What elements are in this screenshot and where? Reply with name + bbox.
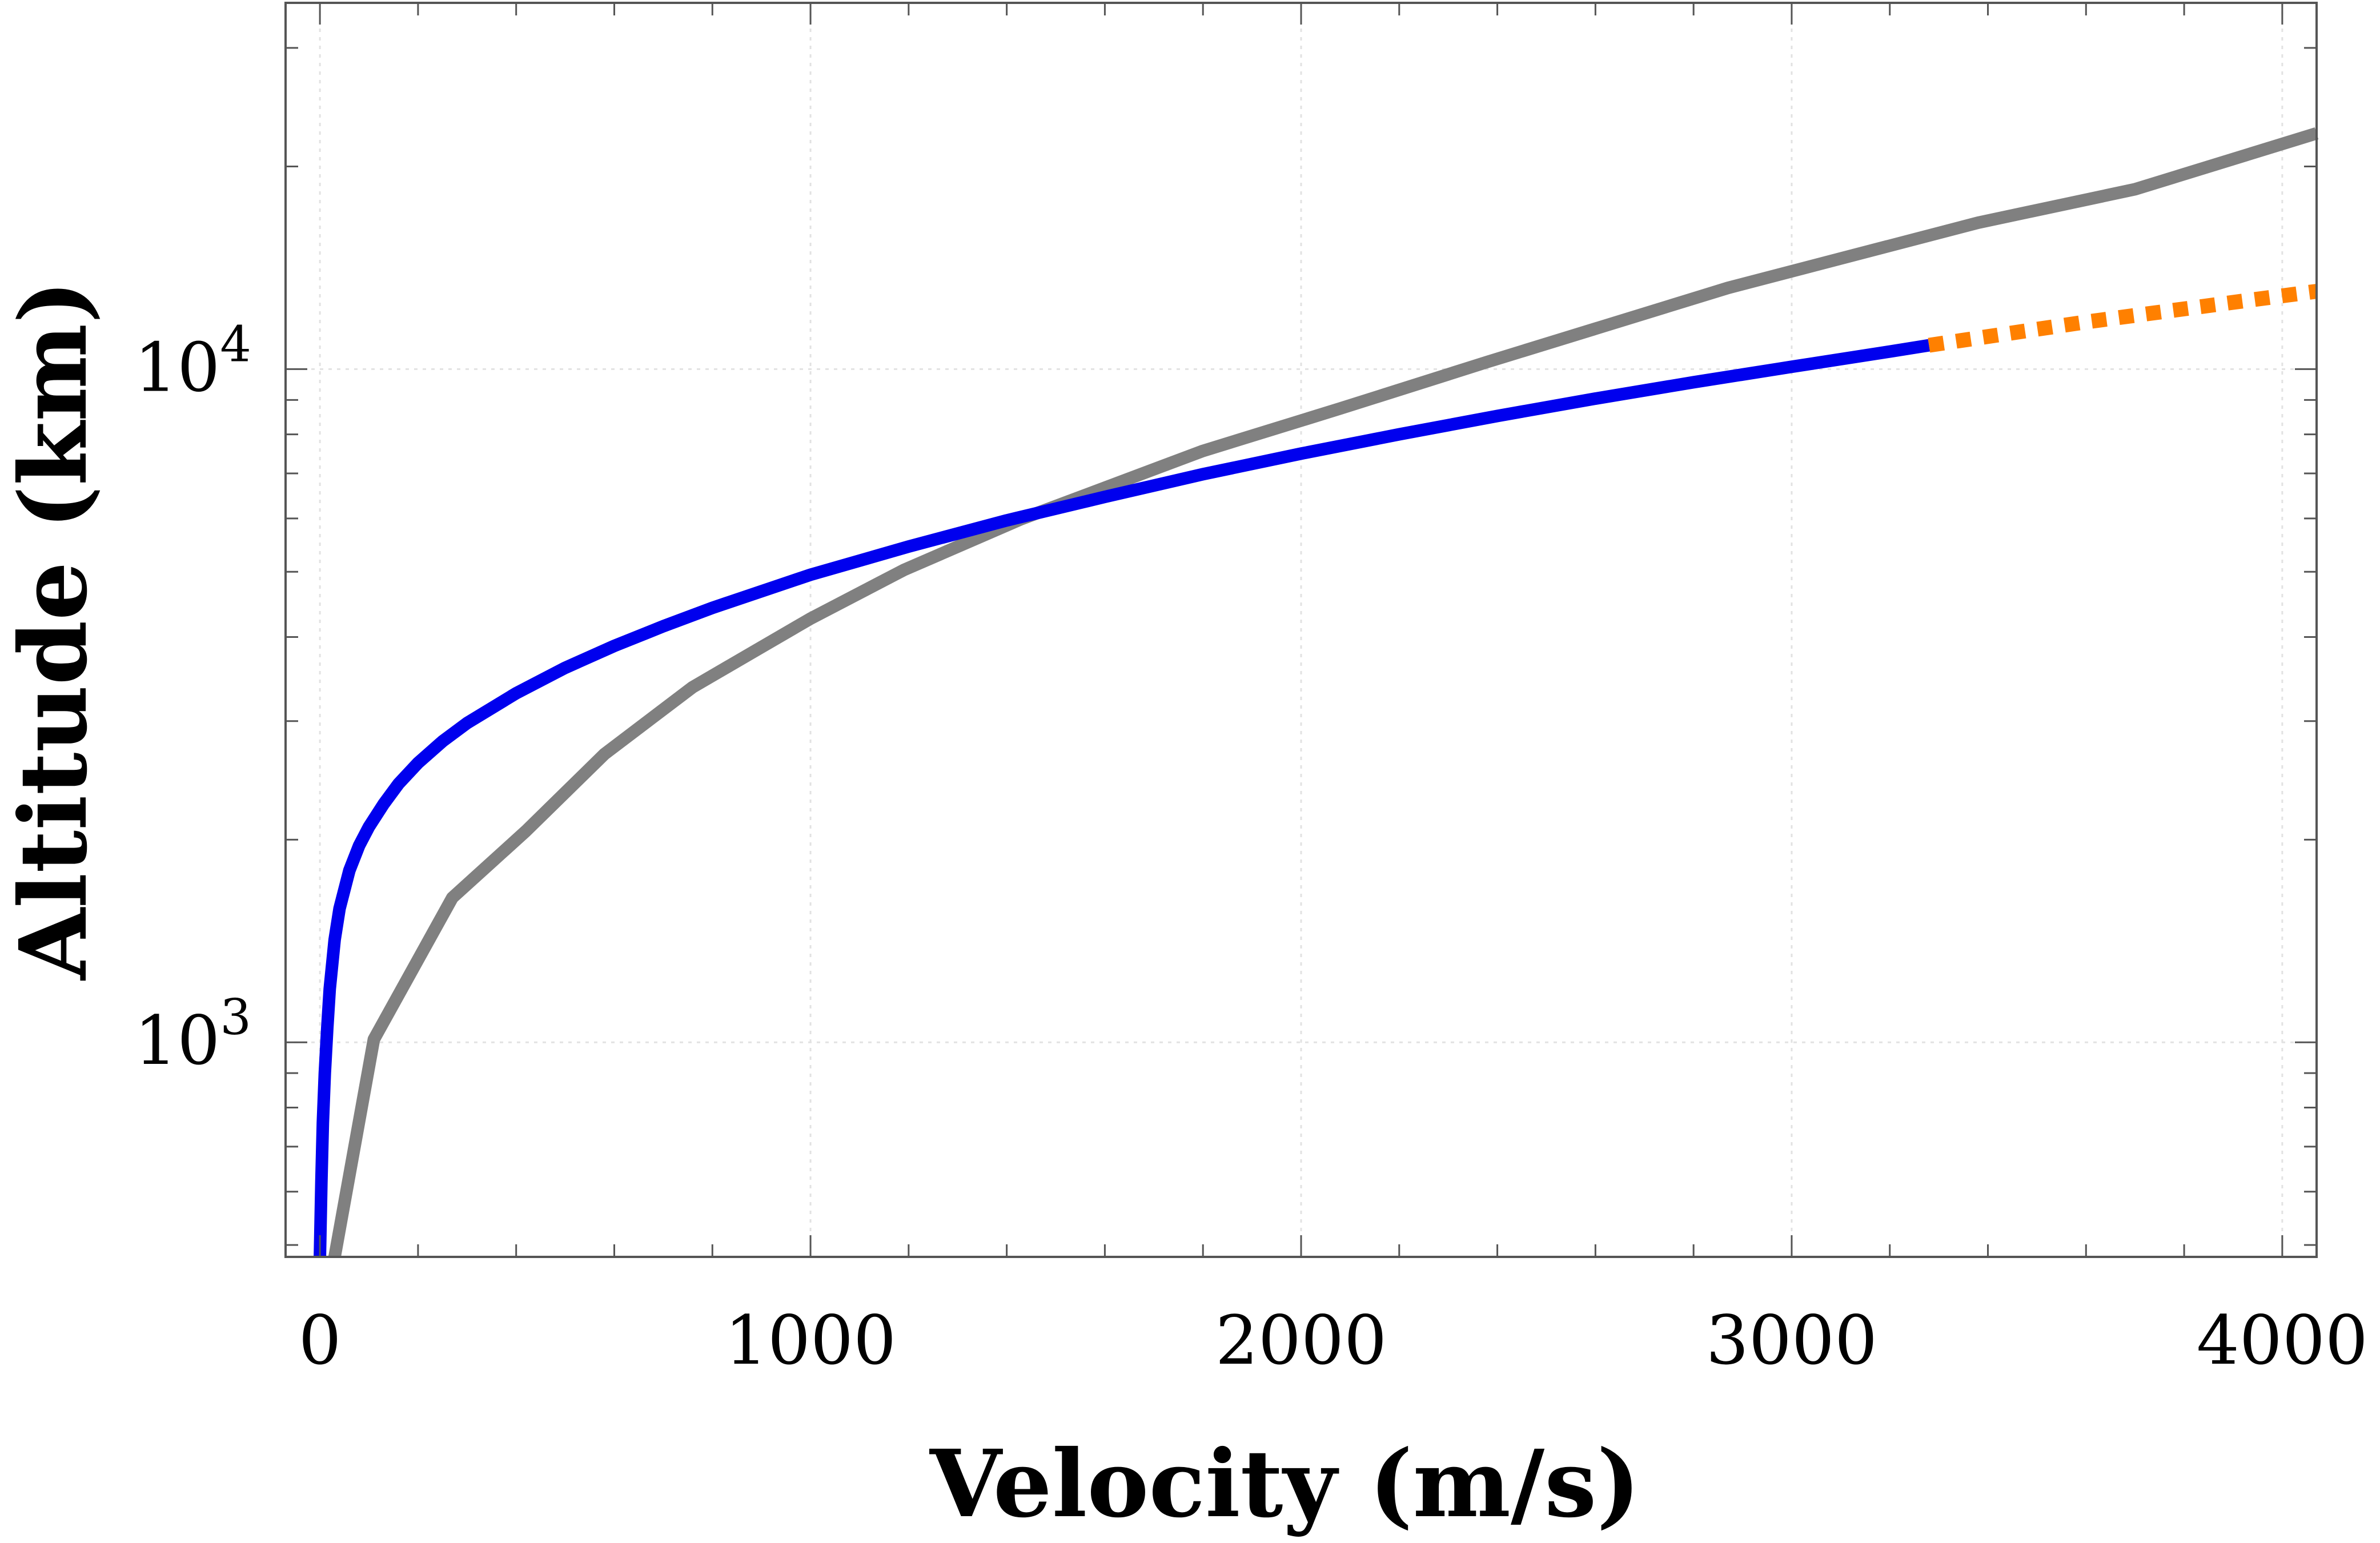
x-axis-label: Velocity (m/s) (929, 1430, 1640, 1538)
series-line-orange-dotted (1928, 284, 2318, 353)
x-tick-label: 4000 (2197, 1301, 2368, 1380)
y-axis-label: Altitude (km) (0, 280, 108, 981)
y-tick-label: 103 (134, 989, 251, 1080)
major-ticks (286, 3, 2317, 1257)
y-tick-labels: 103 104 (134, 316, 251, 1080)
y-tick-label: 104 (134, 316, 251, 407)
x-tick-label: 3000 (1706, 1301, 1877, 1380)
series-line-blue-solid (314, 339, 1931, 1257)
minor-ticks (286, 3, 2317, 1257)
x-tick-label: 1000 (725, 1301, 896, 1380)
grid-lines (286, 3, 2317, 1257)
x-tick-labels: 0 1000 2000 3000 4000 (299, 1301, 2368, 1380)
x-tick-label: 2000 (1215, 1301, 1387, 1380)
data-series (314, 127, 2319, 1258)
x-tick-label: 0 (299, 1301, 342, 1380)
series-line-gray-solid (328, 127, 2319, 1258)
